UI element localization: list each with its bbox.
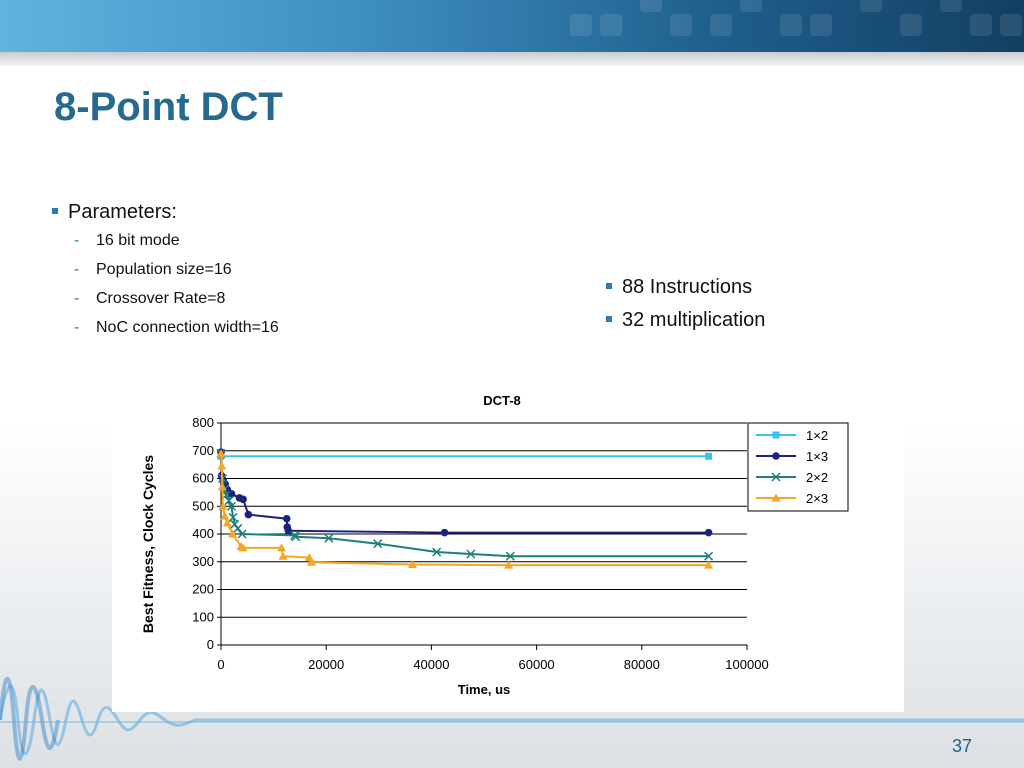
data-point-1x2 <box>705 452 713 460</box>
y-tick-label: 500 <box>192 498 214 513</box>
series-line-2x3 <box>220 453 709 567</box>
legend-marker-1x3 <box>772 452 780 460</box>
legend-label: 2×2 <box>806 470 828 485</box>
data-point-1x3 <box>239 495 247 504</box>
data-point-1x3 <box>244 510 253 519</box>
header-band <box>0 0 1024 52</box>
sub-bullet: - Crossover Rate=8 <box>74 289 225 309</box>
data-point-2x3 <box>504 560 514 569</box>
data-point-2x2 <box>233 523 243 533</box>
sub-bullet: -16 bit mode <box>74 231 180 251</box>
bullet-square-icon <box>606 282 612 289</box>
y-tick-label: 100 <box>192 609 214 624</box>
data-point-2x2 <box>505 551 515 561</box>
data-point-2x2 <box>432 547 442 557</box>
data-point-2x2 <box>224 496 234 506</box>
y-tick-label: 400 <box>192 526 214 541</box>
data-point-2x3 <box>704 560 714 569</box>
bullet-multiplication: 32 multiplication <box>606 308 765 332</box>
sub-bullet: - Population size=16 <box>74 260 232 280</box>
x-tick-label: 80000 <box>624 657 660 672</box>
header-tile-pattern <box>570 0 1022 36</box>
x-tick-label: 60000 <box>519 657 555 672</box>
legend-label: 1×3 <box>806 449 828 464</box>
dash-icon: - <box>74 290 80 307</box>
chart-panel: DCT-8 0 100 200 300 400 500 600 700 800 0 20000 4000… <box>112 362 904 712</box>
legend-label: 1×2 <box>806 428 828 443</box>
series-line-2x2 <box>220 453 709 558</box>
data-point-2x3 <box>220 511 230 520</box>
bullet-parameters: Parameters: <box>52 200 177 224</box>
bullet-square-icon <box>606 315 612 322</box>
y-tick-label: 600 <box>192 471 214 486</box>
data-point-2x2 <box>324 533 334 543</box>
legend-marker-1x2 <box>772 431 780 439</box>
dash-icon: - <box>74 261 80 278</box>
bullet-parameters-text: Parameters: <box>68 201 177 223</box>
sub-bullet-text: NoC connection width=16 <box>96 319 279 336</box>
data-point-2x3 <box>222 518 232 527</box>
data-point-2x3 <box>278 551 288 560</box>
data-point-2x2 <box>221 490 231 500</box>
data-point-1x3 <box>284 526 293 535</box>
legend-marker-2x2 <box>771 472 781 482</box>
legend-box <box>747 422 849 512</box>
line-chart: DCT-8 0 100 200 300 400 500 600 700 800 0 20000 4000… <box>140 393 849 697</box>
data-point-2x2 <box>466 549 476 559</box>
y-tick-label: 300 <box>192 554 214 569</box>
dash-icon: - <box>74 232 80 249</box>
y-tick-label: 700 <box>192 443 214 458</box>
data-point-1x3 <box>440 528 449 537</box>
y-tick-label: 200 <box>192 582 214 597</box>
page-number: 37 <box>951 736 972 756</box>
y-tick-label: 0 <box>207 637 214 652</box>
sub-bullet: - NoC connection width=16 <box>74 318 279 338</box>
bullet-instructions-text: 88 Instructions <box>622 276 753 298</box>
dash-icon: - <box>74 319 80 336</box>
legend-label: 2×3 <box>806 491 828 506</box>
y-tick-label: 800 <box>192 415 214 430</box>
x-tick-label: 0 <box>217 657 224 672</box>
bullet-instructions: 88 Instructions <box>606 275 752 299</box>
chart-title: DCT-8 <box>483 393 521 408</box>
data-point-2x3 <box>276 543 286 552</box>
data-point-2x2 <box>228 512 238 522</box>
data-point-1x3 <box>704 528 713 537</box>
data-point-1x3 <box>227 489 236 498</box>
data-point-2x3 <box>216 449 226 458</box>
x-tick-label: 40000 <box>413 657 449 672</box>
data-point-2x3 <box>218 501 228 510</box>
series-line-1x3 <box>220 452 709 534</box>
data-point-2x3 <box>228 529 238 538</box>
data-point-2x2 <box>237 529 247 539</box>
data-point-2x2 <box>291 532 301 542</box>
data-point-2x2 <box>226 501 237 511</box>
sub-bullet-text: 16 bit mode <box>96 232 180 249</box>
y-axis-label: Best Fitness, Clock Cycles <box>140 455 156 633</box>
data-point-2x2 <box>373 539 383 549</box>
data-point-2x3 <box>217 461 227 470</box>
data-point-2x3 <box>217 482 227 491</box>
x-axis-label: Time, us <box>458 682 511 697</box>
data-point-2x3 <box>306 557 316 566</box>
bullet-multiplication-text: 32 multiplication <box>622 309 766 331</box>
x-tick-label: 100000 <box>725 657 768 672</box>
data-point-1x3 <box>282 514 291 523</box>
data-point-2x2 <box>704 551 714 561</box>
header-shadow <box>0 52 1024 66</box>
slide-title: 8-Point DCT <box>54 85 283 129</box>
data-point-2x3 <box>407 560 417 569</box>
bullet-square-icon <box>52 207 58 214</box>
decorative-wave <box>0 677 1024 761</box>
data-point-2x3 <box>238 543 248 552</box>
sub-bullet-text: Population size=16 <box>96 261 232 278</box>
sub-bullet-text: Crossover Rate=8 <box>96 290 226 307</box>
x-tick-label: 20000 <box>308 657 344 672</box>
legend-marker-2x3 <box>771 493 781 502</box>
